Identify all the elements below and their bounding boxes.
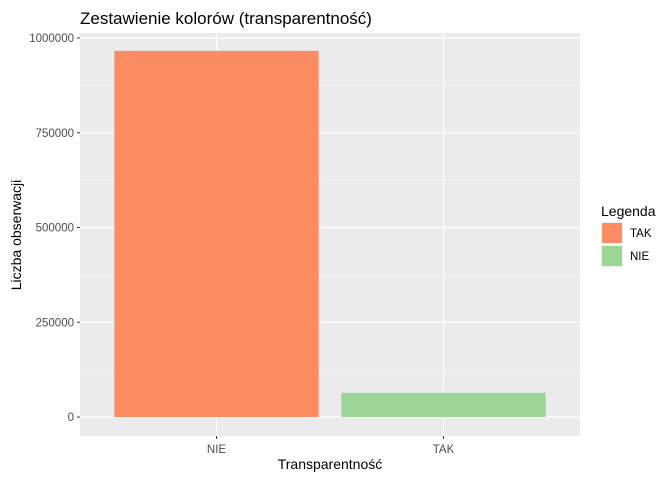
legend: Legenda TAK NIE xyxy=(601,203,656,267)
y-tick-label: 0 xyxy=(68,412,74,424)
legend-swatch-nie xyxy=(602,246,622,266)
legend-swatch-tak xyxy=(602,223,622,243)
chart-title: Zestawienie kolorów (transparentność) xyxy=(80,9,372,28)
bar-tak xyxy=(341,392,546,417)
x-axis: NIE TAK xyxy=(207,436,455,456)
bars xyxy=(114,50,546,418)
x-tick-label: NIE xyxy=(207,444,227,456)
legend-label-nie: NIE xyxy=(630,251,650,263)
legend-label-tak: TAK xyxy=(630,228,652,240)
y-tick-label: 750000 xyxy=(36,128,74,140)
x-axis-title: Transparentność xyxy=(278,456,383,472)
y-tick-label: 500000 xyxy=(36,223,74,235)
y-tick-label: 1000000 xyxy=(29,33,74,45)
legend-title: Legenda xyxy=(601,203,656,219)
bar-nie xyxy=(114,50,319,418)
x-tick-label: TAK xyxy=(433,444,455,456)
y-tick-label: 250000 xyxy=(36,317,74,329)
y-axis-title: Liczba obserwacji xyxy=(8,180,24,291)
y-axis: 0 250000 500000 750000 1000000 xyxy=(29,33,80,424)
